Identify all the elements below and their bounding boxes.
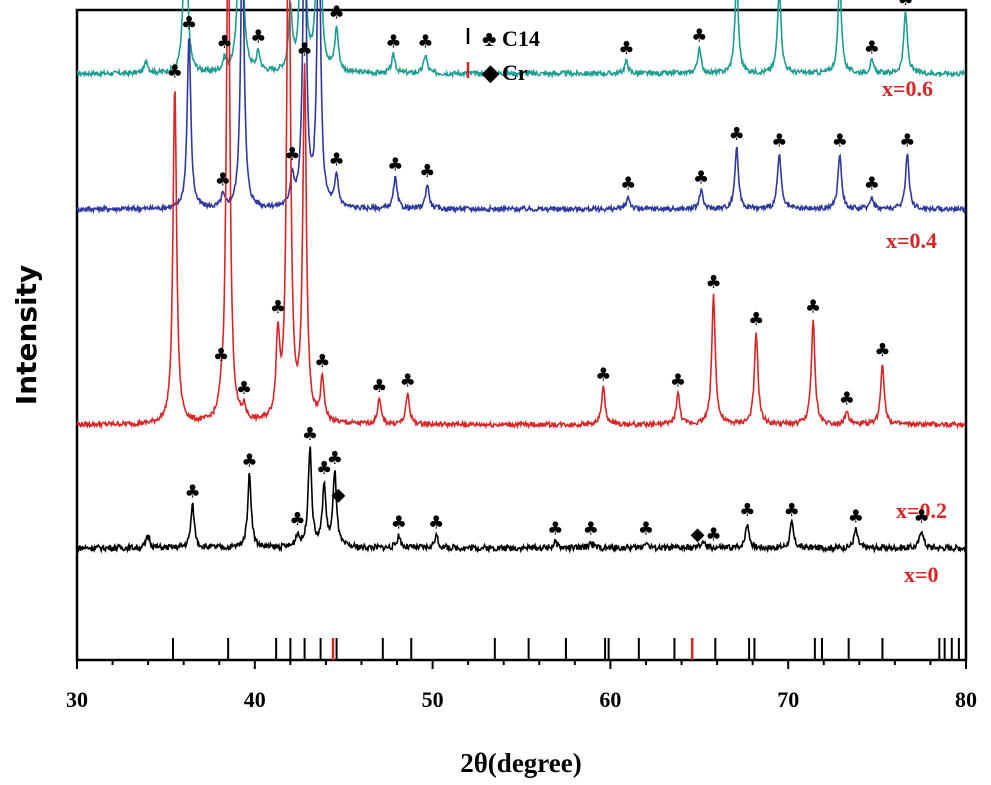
c14-marker: ♣ bbox=[385, 31, 401, 52]
c14-marker: ♣ bbox=[270, 297, 286, 318]
c14-marker: ♣ bbox=[705, 272, 721, 293]
c14-marker: ♣ bbox=[848, 506, 864, 527]
c14-marker: ♣ bbox=[181, 13, 197, 34]
c14-marker: ♣ bbox=[784, 500, 800, 521]
c14-marker: ♣ bbox=[284, 144, 300, 165]
c14-marker: ♣ bbox=[419, 161, 435, 182]
x-axis-ticks: 30 40 50 60 70 80 bbox=[66, 660, 977, 712]
c14-marker: ♣ bbox=[805, 297, 821, 318]
c14-marker: ♣ bbox=[739, 500, 755, 521]
c14-marker: ♣ bbox=[371, 376, 387, 397]
c14-marker: ♣ bbox=[748, 309, 764, 330]
c14-marker: ♣ bbox=[771, 130, 787, 151]
c14-marker: ♣ bbox=[302, 424, 318, 445]
series-line-x-0.2 bbox=[76, 0, 966, 430]
y-axis-title: Intensity bbox=[10, 265, 43, 406]
c14-marker: ♣ bbox=[899, 131, 915, 152]
c14-marker: ♣ bbox=[329, 2, 345, 23]
x-tick-label: 60 bbox=[599, 687, 621, 712]
legend-entry: Cr bbox=[502, 60, 528, 85]
c14-marker: ♣ bbox=[215, 169, 231, 190]
c14-marker: ♣ bbox=[864, 38, 880, 59]
c14-marker: ♣ bbox=[620, 174, 636, 195]
legend-symbol: ◆ bbox=[481, 60, 500, 85]
c14-marker: ♣ bbox=[670, 370, 686, 391]
c14-marker: ♣ bbox=[167, 62, 183, 83]
c14-marker: ♣ bbox=[693, 167, 709, 188]
c14-marker: ♣ bbox=[583, 519, 599, 540]
cr-marker: ◆ bbox=[691, 524, 705, 545]
c14-marker: ♣ bbox=[913, 506, 929, 527]
series-label: x=0 bbox=[904, 562, 939, 587]
c14-marker: ♣ bbox=[691, 26, 707, 47]
c14-marker: ♣ bbox=[618, 38, 634, 59]
c14-marker: ♣ bbox=[400, 370, 416, 391]
x-tick-label: 70 bbox=[777, 687, 799, 712]
c14-marker: ♣ bbox=[897, 0, 913, 10]
series-line-x-0.6 bbox=[76, 0, 966, 79]
series-label: x=0.6 bbox=[882, 76, 933, 101]
c14-marker: ♣ bbox=[297, 39, 313, 60]
marker-layer: ♣ ♣ ♣ ♣ ♣ ♣ ♣ ♣ ♣ ♣ ♣ ♣ ♣ ♣ ♣ ♣ ♣ ♣ ♣ ♣ ♣ ♣ ♣ ♣ ♣ ♣ ♣ ♣ ♣ ♣ ♣ ♣ ♣ ♣ ♣ ♣ ♣ ♣ ♣ ♣… bbox=[167, 0, 930, 546]
c14-marker: ♣ bbox=[241, 451, 257, 472]
c14-marker: ♣ bbox=[391, 512, 407, 533]
c14-marker: ♣ bbox=[638, 519, 654, 540]
series-layer: x=0.6 x=0.4 x=0.2 x=0 bbox=[76, 0, 967, 587]
x-tick-label: 40 bbox=[244, 687, 266, 712]
legend-symbol: ♣ bbox=[482, 26, 496, 51]
c14-marker: ♣ bbox=[250, 27, 266, 48]
c14-marker: ♣ bbox=[329, 149, 345, 170]
c14-marker: ♣ bbox=[327, 448, 343, 469]
legend-entry: C14 bbox=[502, 26, 540, 51]
c14-marker: ♣ bbox=[547, 519, 563, 540]
c14-marker: ♣ bbox=[428, 512, 444, 533]
series-label: x=0.4 bbox=[886, 228, 937, 253]
x-tick-label: 50 bbox=[422, 687, 444, 712]
reference-lines bbox=[172, 638, 960, 660]
c14-marker: ♣ bbox=[217, 32, 233, 53]
x-axis-title: 2θ(degree) bbox=[460, 748, 582, 778]
plot-frame bbox=[75, 8, 968, 662]
c14-marker: ♣ bbox=[417, 32, 433, 53]
c14-marker: ♣ bbox=[184, 482, 200, 503]
c14-marker: ♣ bbox=[595, 365, 611, 386]
x-tick-label: 30 bbox=[66, 687, 88, 712]
c14-marker: ♣ bbox=[839, 389, 855, 410]
x-tick-label: 80 bbox=[955, 687, 977, 712]
legend: ♣ C14◆ Cr bbox=[466, 26, 540, 85]
c14-marker: ♣ bbox=[236, 378, 252, 399]
c14-marker: ♣ bbox=[864, 173, 880, 194]
c14-marker: ♣ bbox=[705, 525, 721, 546]
c14-marker: ♣ bbox=[289, 509, 305, 530]
series-line-x-0 bbox=[76, 446, 967, 554]
series-label: x=0.2 bbox=[896, 498, 947, 523]
c14-marker: ♣ bbox=[213, 345, 229, 366]
c14-marker: ♣ bbox=[314, 351, 330, 372]
c14-marker: ♣ bbox=[874, 340, 890, 361]
c14-marker: ♣ bbox=[316, 458, 332, 479]
cr-marker: ◆ bbox=[331, 484, 345, 505]
c14-marker: ♣ bbox=[729, 124, 745, 145]
c14-marker: ♣ bbox=[832, 130, 848, 151]
c14-marker: ♣ bbox=[387, 155, 403, 176]
